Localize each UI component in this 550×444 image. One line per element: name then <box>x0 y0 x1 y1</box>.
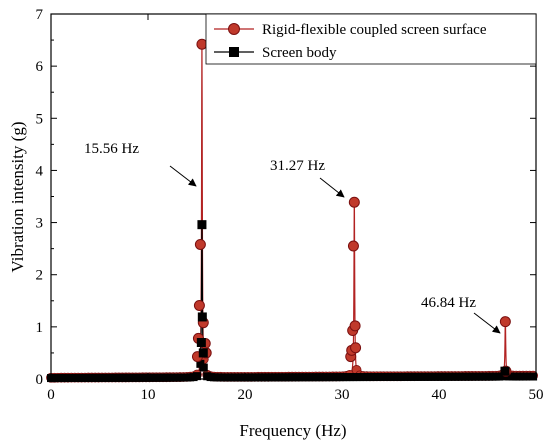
y-tick-label: 4 <box>36 163 44 179</box>
series-2-point <box>196 338 206 347</box>
y-tick-label: 7 <box>36 7 44 23</box>
series-1-point <box>499 316 511 328</box>
data-markers <box>46 38 538 383</box>
annotation-arrow-2 <box>319 177 345 198</box>
annotation-peak-3: 46.84 Hz <box>421 295 476 311</box>
x-tick-label: 20 <box>238 387 253 403</box>
y-tick-label: 3 <box>36 216 44 232</box>
x-tick-label: 0 <box>47 387 55 403</box>
annotation-peak-2: 31.27 Hz <box>270 158 325 174</box>
annotation-peak-1: 15.56 Hz <box>84 141 139 157</box>
legend-box <box>205 13 537 65</box>
annotation-arrow-1 <box>169 165 197 187</box>
peak-annotations: 15.56 Hz 31.27 Hz 46.84 Hz <box>84 141 501 334</box>
series-1-point <box>348 196 360 208</box>
series-2-point <box>500 366 510 376</box>
x-tick-label: 30 <box>335 387 350 403</box>
legend-marker-series-2 <box>229 47 239 57</box>
plot-frame <box>50 13 537 380</box>
series-1-point <box>349 320 361 332</box>
y-tick-label: 5 <box>36 111 44 127</box>
series-line-1 <box>51 42 536 379</box>
legend-label-series-1: Rigid-flexible coupled screen surface <box>262 22 487 38</box>
series-2-point <box>198 348 208 358</box>
series-1-point <box>350 342 362 354</box>
series-1-point <box>347 240 359 252</box>
legend-label-series-2: Screen body <box>262 45 337 61</box>
x-tick-label: 40 <box>432 387 447 403</box>
series-2-point <box>197 312 207 322</box>
y-tick-label: 6 <box>36 59 44 75</box>
series-2-point <box>529 372 538 381</box>
y-axis-title: Vibration intensity (g) <box>8 121 27 272</box>
series-1-point <box>193 299 205 311</box>
x-tick-label: 10 <box>141 387 156 403</box>
series-2-point <box>197 220 207 230</box>
axis-ticks: 0 10 20 30 40 50 0 1 2 3 4 5 6 7 <box>36 7 544 403</box>
series-1-point <box>196 38 208 50</box>
plot-area <box>51 42 536 379</box>
legend: Rigid-flexible coupled screen surface Sc… <box>205 13 537 65</box>
x-tick-label: 50 <box>529 387 544 403</box>
y-tick-label: 2 <box>36 268 44 284</box>
y-tick-label: 0 <box>36 372 44 388</box>
y-tick-label: 1 <box>36 320 44 336</box>
series-1-point <box>194 238 206 250</box>
x-axis-title: Frequency (Hz) <box>239 421 346 440</box>
legend-marker-series-1 <box>228 23 240 35</box>
series-2-point <box>199 363 208 372</box>
annotation-arrow-3 <box>473 312 501 334</box>
